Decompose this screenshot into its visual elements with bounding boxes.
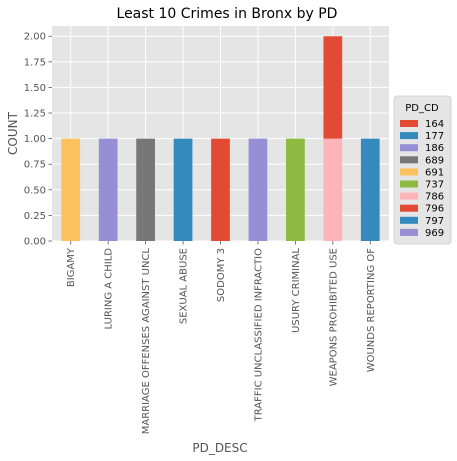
x-tick-label-4: SODOMY 3 — [216, 248, 227, 302]
legend-swatch-969 — [400, 228, 418, 236]
y-tick-label-0: 0.00 — [24, 237, 46, 248]
legend-label-969: 969 — [425, 228, 444, 239]
legend-label-797: 797 — [425, 216, 444, 227]
bar-6-series-737 — [286, 138, 305, 241]
legend-label-689: 689 — [425, 155, 444, 166]
bar-1-series-186 — [98, 138, 118, 241]
y-tick-label-3: 0.75 — [24, 160, 46, 171]
x-tick-label-3: SEXUAL ABUSE — [179, 248, 190, 324]
x-axis-ticks: BIGAMY LURING A CHILD MARRIAGE OFFENSES AG… — [66, 241, 377, 434]
bar-2-series-689 — [136, 138, 155, 241]
x-tick-label-0: BIGAMY — [66, 247, 77, 287]
y-tick-label-6: 1.50 — [24, 83, 46, 94]
legend-label-737: 737 — [425, 180, 444, 191]
chart-title: Least 10 Crimes in Bronx by PD — [117, 6, 338, 22]
y-tick-label-8: 2.00 — [24, 32, 46, 43]
legend-swatch-737 — [400, 180, 418, 188]
bar-3-series-177 — [173, 138, 193, 241]
bar-5-series-969 — [248, 138, 268, 241]
x-tick-label-1: LURING A CHILD — [104, 248, 115, 330]
bars-group — [61, 36, 380, 241]
legend-swatch-164 — [400, 120, 418, 127]
x-tick-label-6: USURY CRIMINAL — [291, 248, 302, 333]
bar-0-series-691 — [61, 138, 81, 241]
y-tick-label-4: 1.00 — [24, 134, 46, 145]
bar-4-series-796 — [211, 138, 230, 241]
y-axis-ticks: 0.00 0.25 0.50 0.75 1.00 1.25 1.50 1.75 2.00 — [24, 32, 52, 248]
x-tick-label-7: WEAPONS PROHIBITED USE — [328, 248, 339, 386]
bar-8-series-797 — [360, 138, 380, 241]
legend-swatch-786 — [400, 192, 418, 200]
legend-label-786: 786 — [425, 192, 444, 203]
legend-swatch-796 — [400, 204, 418, 212]
y-tick-label-5: 1.25 — [24, 109, 46, 120]
y-tick-label-2: 0.50 — [24, 185, 46, 196]
legend-label-691: 691 — [425, 167, 444, 178]
x-tick-label-2: MARRIAGE OFFENSES AGAINST UNCL — [141, 248, 152, 435]
legend-label-177: 177 — [425, 131, 444, 142]
legend-swatch-689 — [400, 156, 418, 164]
x-tick-label-5: TRAFFIC UNCLASSIFIED INFRACTIO — [253, 248, 264, 423]
bar-7-series-796 — [323, 36, 343, 139]
legend-label-164: 164 — [425, 119, 444, 130]
legend-label-796: 796 — [425, 204, 444, 215]
legend-swatch-797 — [400, 216, 418, 224]
bar-7-series-786 — [323, 138, 343, 241]
y-tick-label-7: 1.75 — [24, 57, 46, 68]
legend-swatch-177 — [400, 132, 418, 140]
legend-swatch-186 — [400, 144, 418, 152]
y-axis-label: COUNT — [6, 111, 20, 155]
y-tick-label-1: 0.25 — [24, 211, 46, 222]
legend-swatch-691 — [400, 168, 418, 176]
x-tick-label-8: WOUNDS REPORTING OF — [366, 248, 377, 373]
x-axis-label: PD_DESC — [192, 441, 247, 455]
legend-title: PD_CD — [405, 103, 439, 114]
legend-label-186: 186 — [425, 143, 444, 154]
